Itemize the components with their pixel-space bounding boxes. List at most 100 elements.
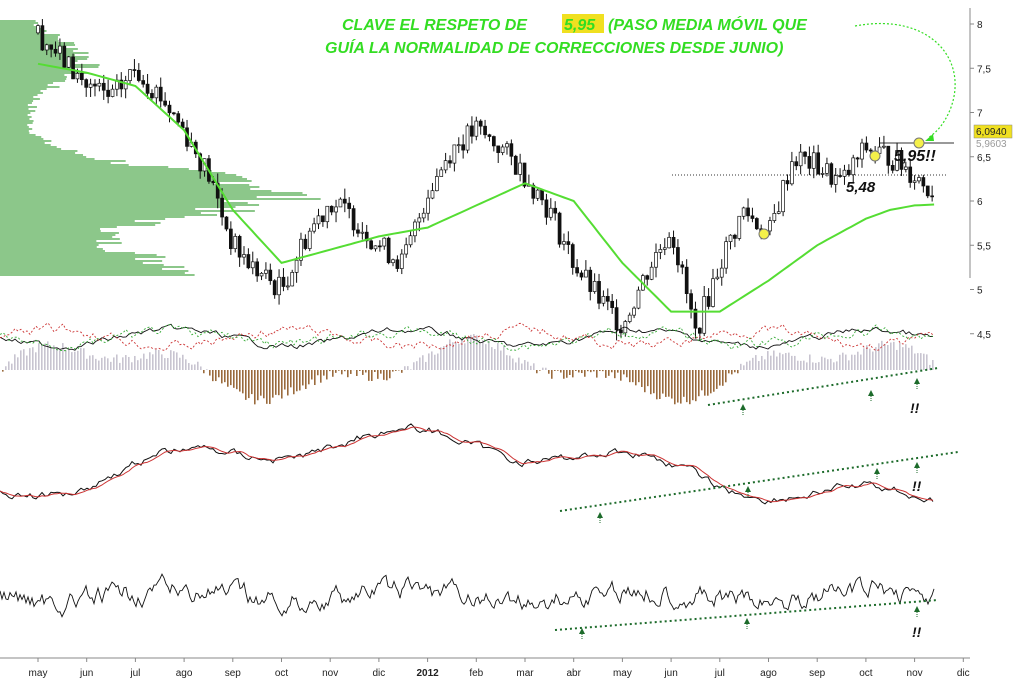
histogram-bar: [878, 343, 880, 370]
candle-body: [575, 267, 579, 274]
profile-bar: [0, 234, 116, 236]
profile-bar: [0, 224, 156, 226]
profile-bar: [0, 74, 65, 76]
histogram-bar: [8, 361, 10, 370]
candle-body: [864, 142, 869, 151]
x-tick-label: ago: [760, 668, 777, 679]
x-tick-label: oct: [859, 668, 873, 679]
histogram-bar: [830, 358, 832, 370]
histogram-bar: [551, 370, 553, 379]
profile-bar: [0, 214, 218, 216]
x-tick-label: may: [29, 668, 48, 679]
profile-bar: [0, 50, 74, 52]
candle-body: [474, 120, 479, 137]
histogram-bar: [143, 353, 145, 370]
histogram-bar: [278, 370, 280, 396]
histogram-bar: [356, 370, 358, 376]
candle-body: [176, 113, 181, 123]
candle-body: [496, 145, 501, 153]
histogram-bar: [284, 370, 286, 390]
histogram-bar: [575, 370, 577, 371]
candle-body: [627, 314, 632, 322]
title-prefix: CLAVE EL RESPETO DE: [342, 17, 528, 34]
oscillator-panel-2: [0, 573, 935, 618]
histogram-bar: [893, 341, 895, 370]
profile-bar: [0, 48, 78, 50]
histogram-bar: [317, 370, 319, 376]
candle-body: [882, 145, 886, 148]
x-tick-label: dic: [373, 668, 386, 679]
touch-marker: [869, 150, 881, 162]
candle-body: [842, 169, 847, 177]
histogram-bar: [188, 363, 190, 370]
profile-bar: [0, 222, 161, 224]
candle-body: [531, 184, 536, 199]
candle-body: [798, 151, 803, 167]
histogram-bar: [431, 351, 433, 370]
histogram-bar: [728, 370, 730, 374]
histogram-bar: [701, 370, 703, 391]
profile-bar: [0, 272, 185, 274]
x-tick-label: mar: [516, 668, 534, 679]
histogram-bar: [650, 370, 652, 395]
profile-bar: [0, 168, 189, 170]
x-tick-label: oct: [275, 668, 289, 679]
histogram-bar: [497, 343, 499, 370]
candle-body: [601, 296, 606, 304]
profile-bar: [0, 96, 34, 98]
candle-body: [79, 73, 84, 81]
candle-body: [360, 231, 365, 234]
profile-bar: [0, 58, 88, 60]
candle-body: [838, 175, 842, 177]
histogram-bar: [446, 344, 448, 370]
histogram-bar: [479, 343, 481, 370]
arrowhead: [925, 134, 934, 141]
profile-bar: [0, 256, 166, 258]
candle-body: [448, 160, 452, 164]
profile-bar: [0, 46, 64, 48]
histogram-bar: [779, 352, 781, 370]
profile-bar: [0, 62, 74, 64]
histogram-bar: [539, 370, 541, 371]
histogram-bar: [725, 370, 727, 383]
histogram-bar: [869, 348, 871, 370]
candle-body: [895, 150, 899, 171]
candle-body: [868, 149, 873, 152]
histogram-bar: [419, 357, 421, 370]
candle-body: [233, 236, 238, 250]
candle-body: [421, 212, 426, 219]
histogram-bar: [884, 343, 886, 370]
histogram-bar: [677, 370, 679, 403]
histogram-bar: [104, 356, 106, 370]
profile-bar: [0, 134, 36, 136]
profile-bar: [0, 88, 47, 90]
profile-bar: [0, 106, 37, 108]
histogram-bar: [47, 341, 49, 370]
histogram-bar: [293, 370, 295, 395]
histogram-bar: [818, 362, 820, 370]
histogram-bar: [800, 360, 802, 370]
profile-bar: [0, 190, 272, 192]
candle-body: [733, 234, 737, 239]
histogram-bar: [209, 370, 211, 376]
x-tick-label: nov: [322, 668, 338, 679]
histogram-bar: [344, 370, 346, 372]
histogram-bar: [116, 354, 118, 370]
x-tick-label: sep: [809, 668, 826, 679]
profile-bar: [0, 152, 76, 154]
candle-body: [579, 272, 584, 278]
title-highlight-box: [562, 14, 604, 33]
candle-body: [110, 88, 115, 97]
profile-bar: [0, 266, 185, 268]
histogram-bar: [134, 355, 136, 370]
level-label: 5,48: [846, 179, 876, 196]
candle-body: [106, 89, 110, 97]
price-candles: [36, 19, 934, 341]
profile-bar: [0, 172, 226, 174]
profile-bar: [0, 206, 236, 208]
candle-body: [141, 80, 146, 85]
histogram-bar: [500, 350, 502, 370]
candle-body: [776, 211, 781, 214]
candle-body: [272, 280, 277, 296]
time-axis-labels: may jun jul ago sep oct nov dic 2012 feb mar abr may…: [29, 658, 970, 679]
